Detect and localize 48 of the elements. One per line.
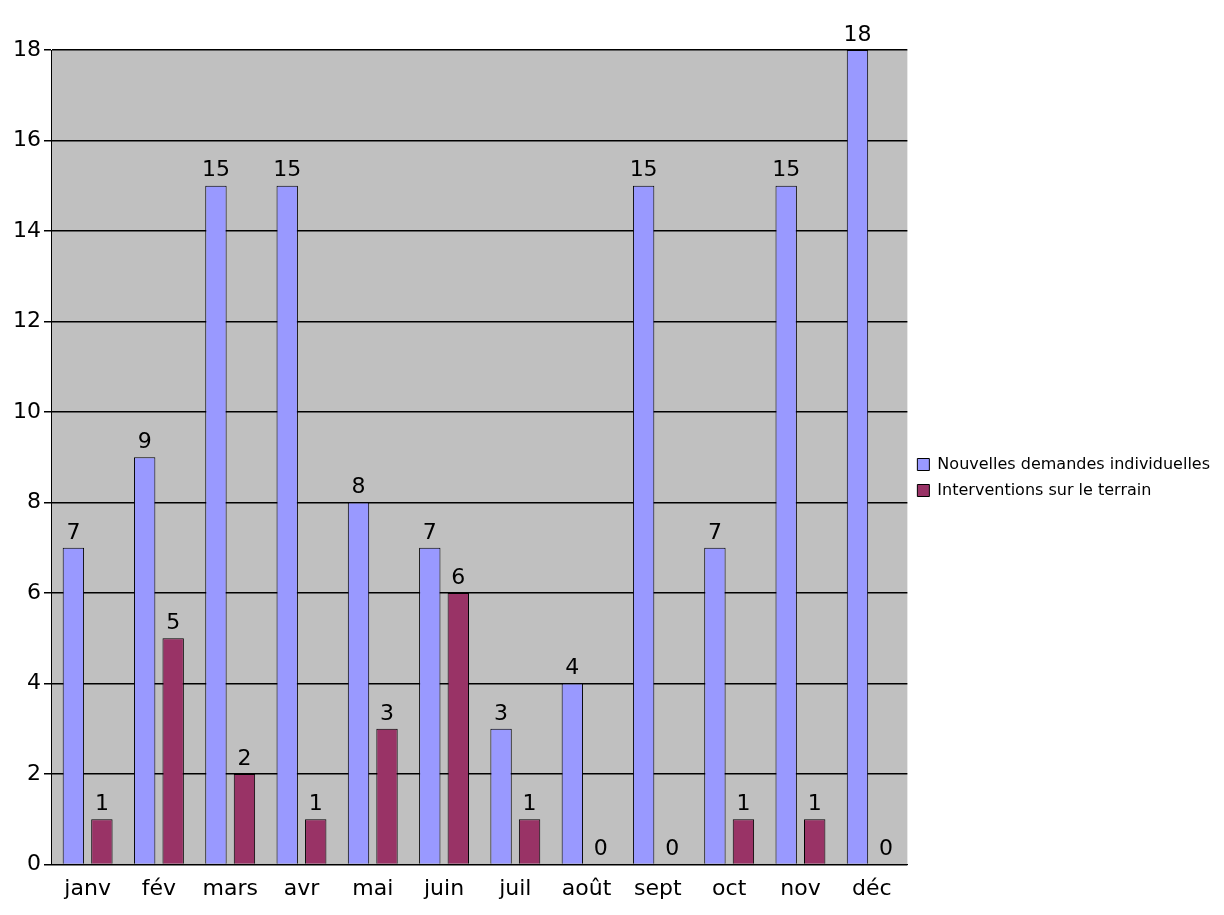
y-tick-label: 0 xyxy=(26,850,41,876)
data-label: 7 xyxy=(66,518,81,544)
data-label: 1 xyxy=(807,790,822,816)
y-tick-label: 10 xyxy=(12,397,41,423)
x-tick-label: mars xyxy=(202,874,258,900)
x-tick-label: mai xyxy=(352,874,394,900)
data-label: 8 xyxy=(351,473,366,499)
y-tick-label: 6 xyxy=(26,578,41,604)
data-label: 15 xyxy=(772,156,801,182)
data-label: 15 xyxy=(201,156,230,182)
data-label: 1 xyxy=(94,790,109,816)
x-tick-label: nov xyxy=(780,874,821,900)
data-label: 1 xyxy=(522,790,537,816)
x-tick-label: janv xyxy=(63,874,111,900)
data-label: 1 xyxy=(736,790,751,816)
data-label: 7 xyxy=(707,518,722,544)
data-label: 3 xyxy=(380,699,395,725)
data-label: 0 xyxy=(593,835,608,861)
x-tick-label: déc xyxy=(851,874,892,900)
data-label: 5 xyxy=(166,609,181,635)
x-tick-label: août xyxy=(561,874,612,900)
y-tick-label: 8 xyxy=(26,488,41,514)
x-tick-label: juin xyxy=(422,874,465,900)
y-tick-label: 18 xyxy=(12,35,41,61)
legend-label: Interventions sur le terrain xyxy=(937,479,1152,499)
x-tick-label: oct xyxy=(712,874,747,900)
y-tick-label: 4 xyxy=(26,669,41,695)
data-label: 2 xyxy=(237,744,252,770)
data-label: 0 xyxy=(878,835,893,861)
data-label: 3 xyxy=(494,699,509,725)
y-tick-label: 2 xyxy=(26,759,41,785)
data-label: 15 xyxy=(629,156,658,182)
data-label: 4 xyxy=(565,654,580,680)
data-label: 7 xyxy=(422,518,437,544)
data-label: 0 xyxy=(665,835,680,861)
data-label: 18 xyxy=(843,20,872,46)
data-label: 15 xyxy=(273,156,302,182)
y-tick-label: 12 xyxy=(12,307,41,333)
x-tick-label: avr xyxy=(283,874,321,900)
data-label: 6 xyxy=(451,563,466,589)
y-tick-label: 16 xyxy=(12,126,41,152)
y-tick-label: 14 xyxy=(12,216,41,242)
data-label: 9 xyxy=(137,428,152,454)
data-label: 1 xyxy=(308,790,323,816)
x-tick-label: fév xyxy=(141,874,177,900)
x-tick-label: sept xyxy=(634,874,683,900)
legend-label: Nouvelles demandes individuelles xyxy=(937,453,1211,473)
x-tick-label: juil xyxy=(498,874,532,900)
